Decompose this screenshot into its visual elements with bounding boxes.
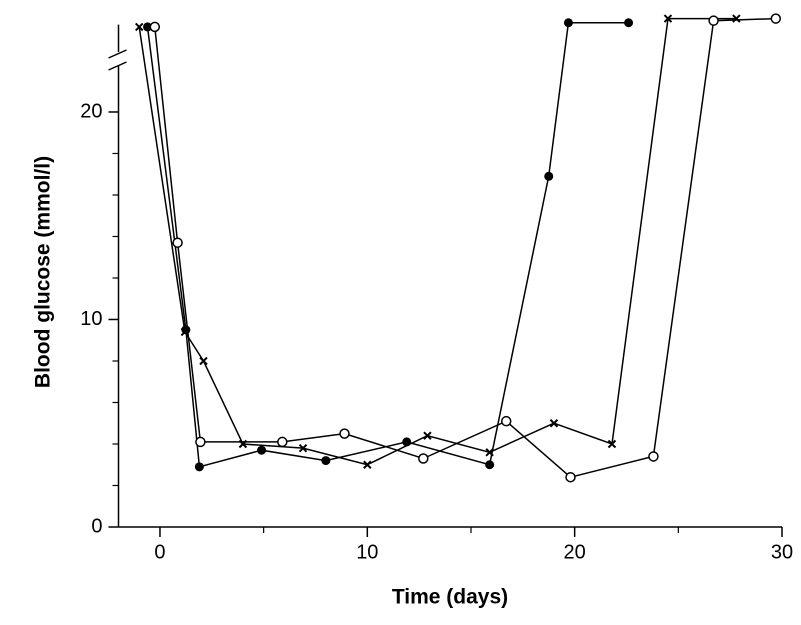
marker <box>143 22 153 32</box>
marker <box>565 471 576 483</box>
marker <box>363 460 372 469</box>
x-tick-label: 20 <box>564 541 586 563</box>
marker <box>180 327 190 337</box>
marker <box>423 431 432 440</box>
marker <box>544 171 554 181</box>
marker <box>298 443 308 453</box>
series-line <box>138 17 737 466</box>
marker <box>485 448 494 457</box>
marker <box>485 460 495 470</box>
marker <box>732 14 741 23</box>
marker <box>135 22 144 32</box>
marker <box>708 15 719 26</box>
axis-break-mark <box>108 49 127 59</box>
marker <box>257 445 267 455</box>
x-tick-label: 0 <box>154 541 165 563</box>
marker <box>149 21 161 33</box>
y-tick-label: 20 <box>80 100 102 122</box>
series-line <box>154 17 776 479</box>
y-axis-title: Blood glucose (mmol/l) <box>32 156 55 388</box>
marker <box>321 456 331 466</box>
marker <box>648 451 659 462</box>
marker <box>770 13 782 24</box>
marker <box>195 436 206 448</box>
marker <box>172 237 183 248</box>
marker <box>194 462 204 472</box>
x-axis-title: Time (days) <box>392 586 508 609</box>
axis-break-gap <box>114 52 123 66</box>
marker <box>624 18 634 28</box>
marker <box>339 428 350 439</box>
x-tick-label: 10 <box>356 541 378 563</box>
marker <box>402 437 412 447</box>
series-line <box>146 22 629 468</box>
marker <box>663 14 673 23</box>
y-tick-label: 10 <box>80 308 102 330</box>
axis-break-mark <box>108 61 127 71</box>
marker <box>238 439 248 449</box>
marker <box>607 439 617 449</box>
y-tick-label: 0 <box>91 515 102 537</box>
marker <box>563 18 573 28</box>
marker <box>199 356 208 366</box>
x-tick-label: 30 <box>771 541 793 563</box>
marker <box>418 453 429 464</box>
marker <box>500 415 512 427</box>
marker <box>549 419 559 428</box>
marker <box>277 436 288 448</box>
